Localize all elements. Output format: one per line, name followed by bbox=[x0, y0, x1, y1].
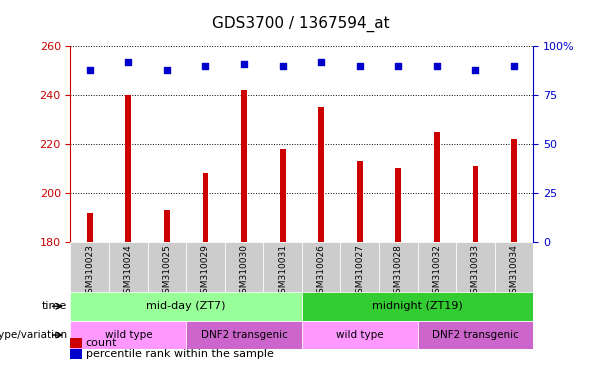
Text: GSM310033: GSM310033 bbox=[471, 245, 480, 300]
Bar bbox=[126, 95, 131, 242]
Text: midnight (ZT19): midnight (ZT19) bbox=[372, 301, 463, 311]
Bar bbox=[70, 242, 109, 292]
Bar bbox=[473, 166, 478, 242]
Bar bbox=[87, 212, 93, 242]
Bar bbox=[340, 242, 379, 292]
Point bbox=[355, 63, 365, 69]
Point bbox=[471, 66, 481, 73]
Text: DNF2 transgenic: DNF2 transgenic bbox=[432, 330, 519, 340]
Bar bbox=[202, 174, 208, 242]
Bar bbox=[417, 321, 533, 349]
Bar bbox=[186, 321, 302, 349]
Bar bbox=[241, 90, 247, 242]
Text: GSM310031: GSM310031 bbox=[278, 245, 287, 300]
Text: GSM310026: GSM310026 bbox=[317, 245, 326, 299]
Bar bbox=[164, 210, 170, 242]
Text: GSM310029: GSM310029 bbox=[201, 245, 210, 299]
Point bbox=[239, 61, 249, 67]
Text: GDS3700 / 1367594_at: GDS3700 / 1367594_at bbox=[211, 15, 389, 31]
Bar bbox=[302, 242, 340, 292]
Point bbox=[123, 59, 133, 65]
Bar bbox=[434, 132, 440, 242]
Text: GSM310025: GSM310025 bbox=[162, 245, 172, 299]
Bar bbox=[417, 242, 456, 292]
Point bbox=[162, 66, 172, 73]
Bar bbox=[357, 161, 363, 242]
Text: count: count bbox=[86, 338, 117, 348]
Point bbox=[394, 63, 403, 69]
Text: GSM310032: GSM310032 bbox=[432, 245, 441, 299]
Bar bbox=[225, 242, 264, 292]
Bar bbox=[302, 321, 417, 349]
Bar bbox=[302, 292, 533, 321]
Bar bbox=[70, 292, 302, 321]
Text: genotype/variation: genotype/variation bbox=[0, 330, 67, 340]
Point bbox=[316, 59, 326, 65]
Bar bbox=[264, 242, 302, 292]
Bar bbox=[511, 139, 517, 242]
Point bbox=[200, 63, 210, 69]
Bar bbox=[395, 169, 402, 242]
Point bbox=[278, 63, 287, 69]
Bar bbox=[70, 321, 186, 349]
Point bbox=[85, 66, 94, 73]
Point bbox=[432, 63, 442, 69]
Text: GSM310030: GSM310030 bbox=[240, 245, 248, 300]
Bar bbox=[109, 242, 148, 292]
Bar bbox=[379, 242, 417, 292]
Bar bbox=[456, 242, 495, 292]
Text: time: time bbox=[42, 301, 67, 311]
Text: wild type: wild type bbox=[336, 330, 384, 340]
Bar bbox=[186, 242, 225, 292]
Text: percentile rank within the sample: percentile rank within the sample bbox=[86, 349, 273, 359]
Bar bbox=[318, 107, 324, 242]
Bar bbox=[495, 242, 533, 292]
Text: GSM310027: GSM310027 bbox=[356, 245, 364, 299]
Text: wild type: wild type bbox=[105, 330, 152, 340]
Point bbox=[509, 63, 519, 69]
Text: GSM310024: GSM310024 bbox=[124, 245, 133, 299]
Text: GSM310028: GSM310028 bbox=[394, 245, 403, 299]
Text: GSM310034: GSM310034 bbox=[509, 245, 519, 299]
Text: GSM310023: GSM310023 bbox=[85, 245, 94, 299]
Text: DNF2 transgenic: DNF2 transgenic bbox=[200, 330, 287, 340]
Bar bbox=[280, 149, 286, 242]
Text: mid-day (ZT7): mid-day (ZT7) bbox=[147, 301, 226, 311]
Bar bbox=[148, 242, 186, 292]
